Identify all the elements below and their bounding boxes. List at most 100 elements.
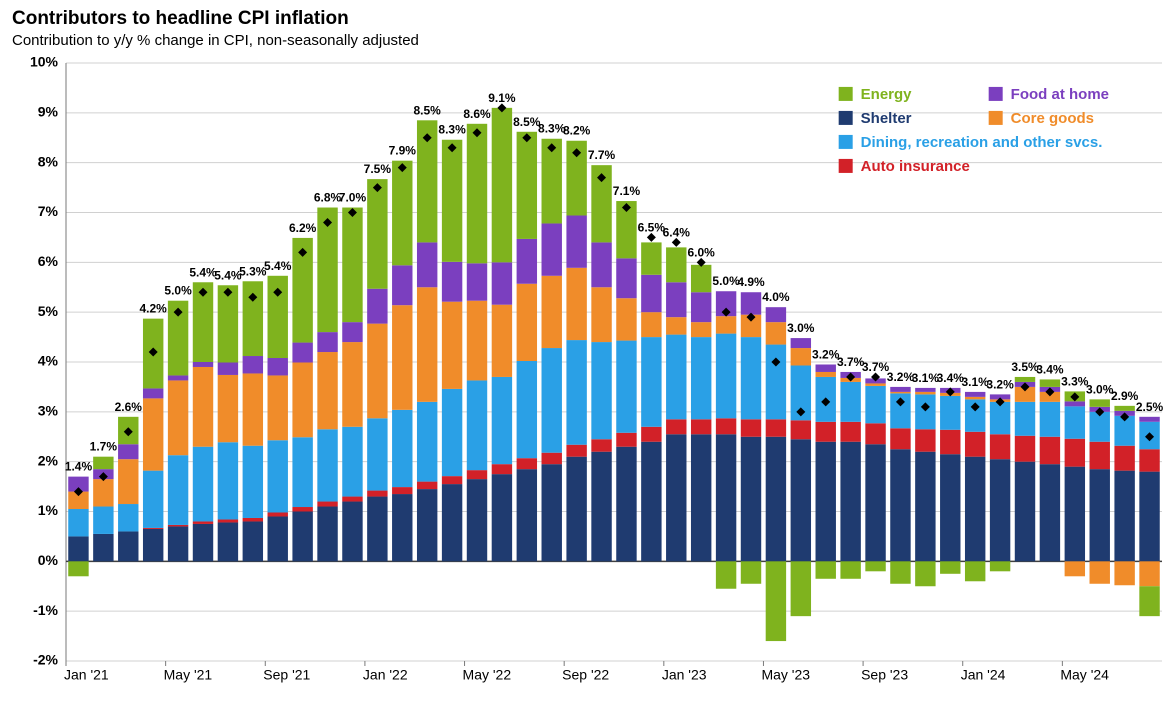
legend-label-energy: Energy <box>861 86 913 103</box>
bar-segment-core <box>915 392 935 394</box>
total-label: 8.3% <box>538 122 566 136</box>
y-axis-tick-label: 6% <box>38 253 59 269</box>
legend-label-food: Food at home <box>1011 86 1109 103</box>
bar-segment-svc <box>1015 402 1035 436</box>
bar-segment-auto <box>1040 437 1060 464</box>
bar-segment-shelter <box>417 489 437 561</box>
bar-segment-food <box>766 307 786 322</box>
bar-segment-svc <box>417 402 437 482</box>
bar-segment-food <box>641 275 661 312</box>
bar-segment-energy <box>840 561 860 578</box>
bar-segment-auto <box>292 507 312 511</box>
bar-segment-food <box>342 322 362 342</box>
total-label: 5.0% <box>712 274 740 288</box>
bar-segment-auto <box>816 422 836 442</box>
bar-segment-core <box>616 298 636 340</box>
total-label: 3.0% <box>1086 382 1114 396</box>
bar-segment-auto <box>566 445 586 457</box>
bar-segment-energy <box>243 281 263 356</box>
bar-segment-svc <box>168 455 188 525</box>
bar-segment-core <box>890 392 910 393</box>
bar-segment-core <box>442 302 462 389</box>
bar-segment-shelter <box>1040 464 1060 561</box>
bar-segment-core <box>1090 561 1110 583</box>
bar-segment-core <box>467 301 487 381</box>
bar-segment-shelter <box>268 516 288 561</box>
total-label: 8.3% <box>438 123 466 137</box>
bar-segment-food <box>965 392 985 397</box>
bar-segment-food <box>1065 401 1085 406</box>
bar-segment-auto <box>1139 449 1159 471</box>
bar-segment-svc <box>865 386 885 423</box>
bar-segment-shelter <box>467 479 487 561</box>
chart-container: Contributors to headline CPI inflation C… <box>0 0 1176 701</box>
bar-segment-core <box>168 380 188 455</box>
bar-segment-shelter <box>317 507 337 562</box>
legend-swatch-shelter <box>839 111 853 125</box>
total-label: 5.4% <box>264 259 292 273</box>
bar-segment-core <box>143 398 163 470</box>
bar-segment-shelter <box>766 437 786 562</box>
legend-label-core: Core goods <box>1011 110 1094 127</box>
bar-segment-energy <box>1040 379 1060 386</box>
bar-segment-core <box>93 479 113 506</box>
bar-segment-food <box>791 338 811 348</box>
bar-segment-energy <box>492 108 512 262</box>
bar-segment-core <box>268 375 288 440</box>
bar-segment-food <box>367 289 387 324</box>
bar-segment-energy <box>517 132 537 239</box>
bar-segment-shelter <box>566 457 586 562</box>
bar-segment-core <box>691 322 711 337</box>
bar-segment-core <box>542 276 562 348</box>
total-label: 3.2% <box>812 347 840 361</box>
chart-subtitle: Contribution to y/y % change in CPI, non… <box>12 32 1166 49</box>
bar-segment-auto <box>990 434 1010 459</box>
bar-segment-shelter <box>118 531 138 561</box>
bar-segment-shelter <box>442 484 462 561</box>
bar-segment-svc <box>915 394 935 429</box>
bar-segment-core <box>716 316 736 333</box>
bar-segment-food <box>118 444 138 459</box>
bar-segment-shelter <box>392 494 412 561</box>
total-label: 6.5% <box>638 220 666 234</box>
bar-segment-auto <box>940 430 960 454</box>
bar-segment-energy <box>691 265 711 292</box>
bar-segment-energy <box>1114 406 1134 411</box>
bar-segment-shelter <box>591 452 611 562</box>
bar-segment-energy <box>367 179 387 289</box>
bar-segment-shelter <box>716 434 736 561</box>
bar-segment-core <box>591 287 611 342</box>
bar-segment-svc <box>691 337 711 419</box>
total-label: 5.4% <box>189 265 217 279</box>
bar-segment-shelter <box>791 439 811 561</box>
bar-segment-food <box>193 362 213 367</box>
bar-segment-food <box>317 332 337 352</box>
bar-segment-energy <box>68 561 88 576</box>
bar-segment-shelter <box>1114 471 1134 562</box>
total-label: 3.1% <box>962 375 990 389</box>
y-axis-tick-label: 4% <box>38 353 59 369</box>
bar-segment-food <box>1139 417 1159 422</box>
bar-segment-auto <box>218 519 238 522</box>
x-axis-tick-label: May '21 <box>164 666 213 682</box>
bar-segment-svc <box>641 337 661 427</box>
bar-segment-auto <box>666 419 686 434</box>
bar-segment-shelter <box>915 452 935 562</box>
bar-segment-core <box>367 324 387 419</box>
total-label: 7.5% <box>364 162 392 176</box>
total-label: 4.0% <box>762 290 790 304</box>
bar-segment-food <box>143 388 163 398</box>
bar-segment-core <box>1139 561 1159 586</box>
legend-swatch-food <box>989 87 1003 101</box>
bar-segment-svc <box>492 377 512 464</box>
bar-segment-food <box>890 387 910 392</box>
legend-label-auto: Auto insurance <box>861 158 970 175</box>
bar-segment-shelter <box>143 529 163 561</box>
y-axis-tick-label: 7% <box>38 203 59 219</box>
bar-segment-svc <box>990 402 1010 434</box>
bar-segment-svc <box>940 396 960 430</box>
bar-segment-energy <box>1090 399 1110 406</box>
bar-segment-food <box>218 362 238 374</box>
bar-segment-food <box>591 242 611 287</box>
bar-segment-shelter <box>193 524 213 561</box>
